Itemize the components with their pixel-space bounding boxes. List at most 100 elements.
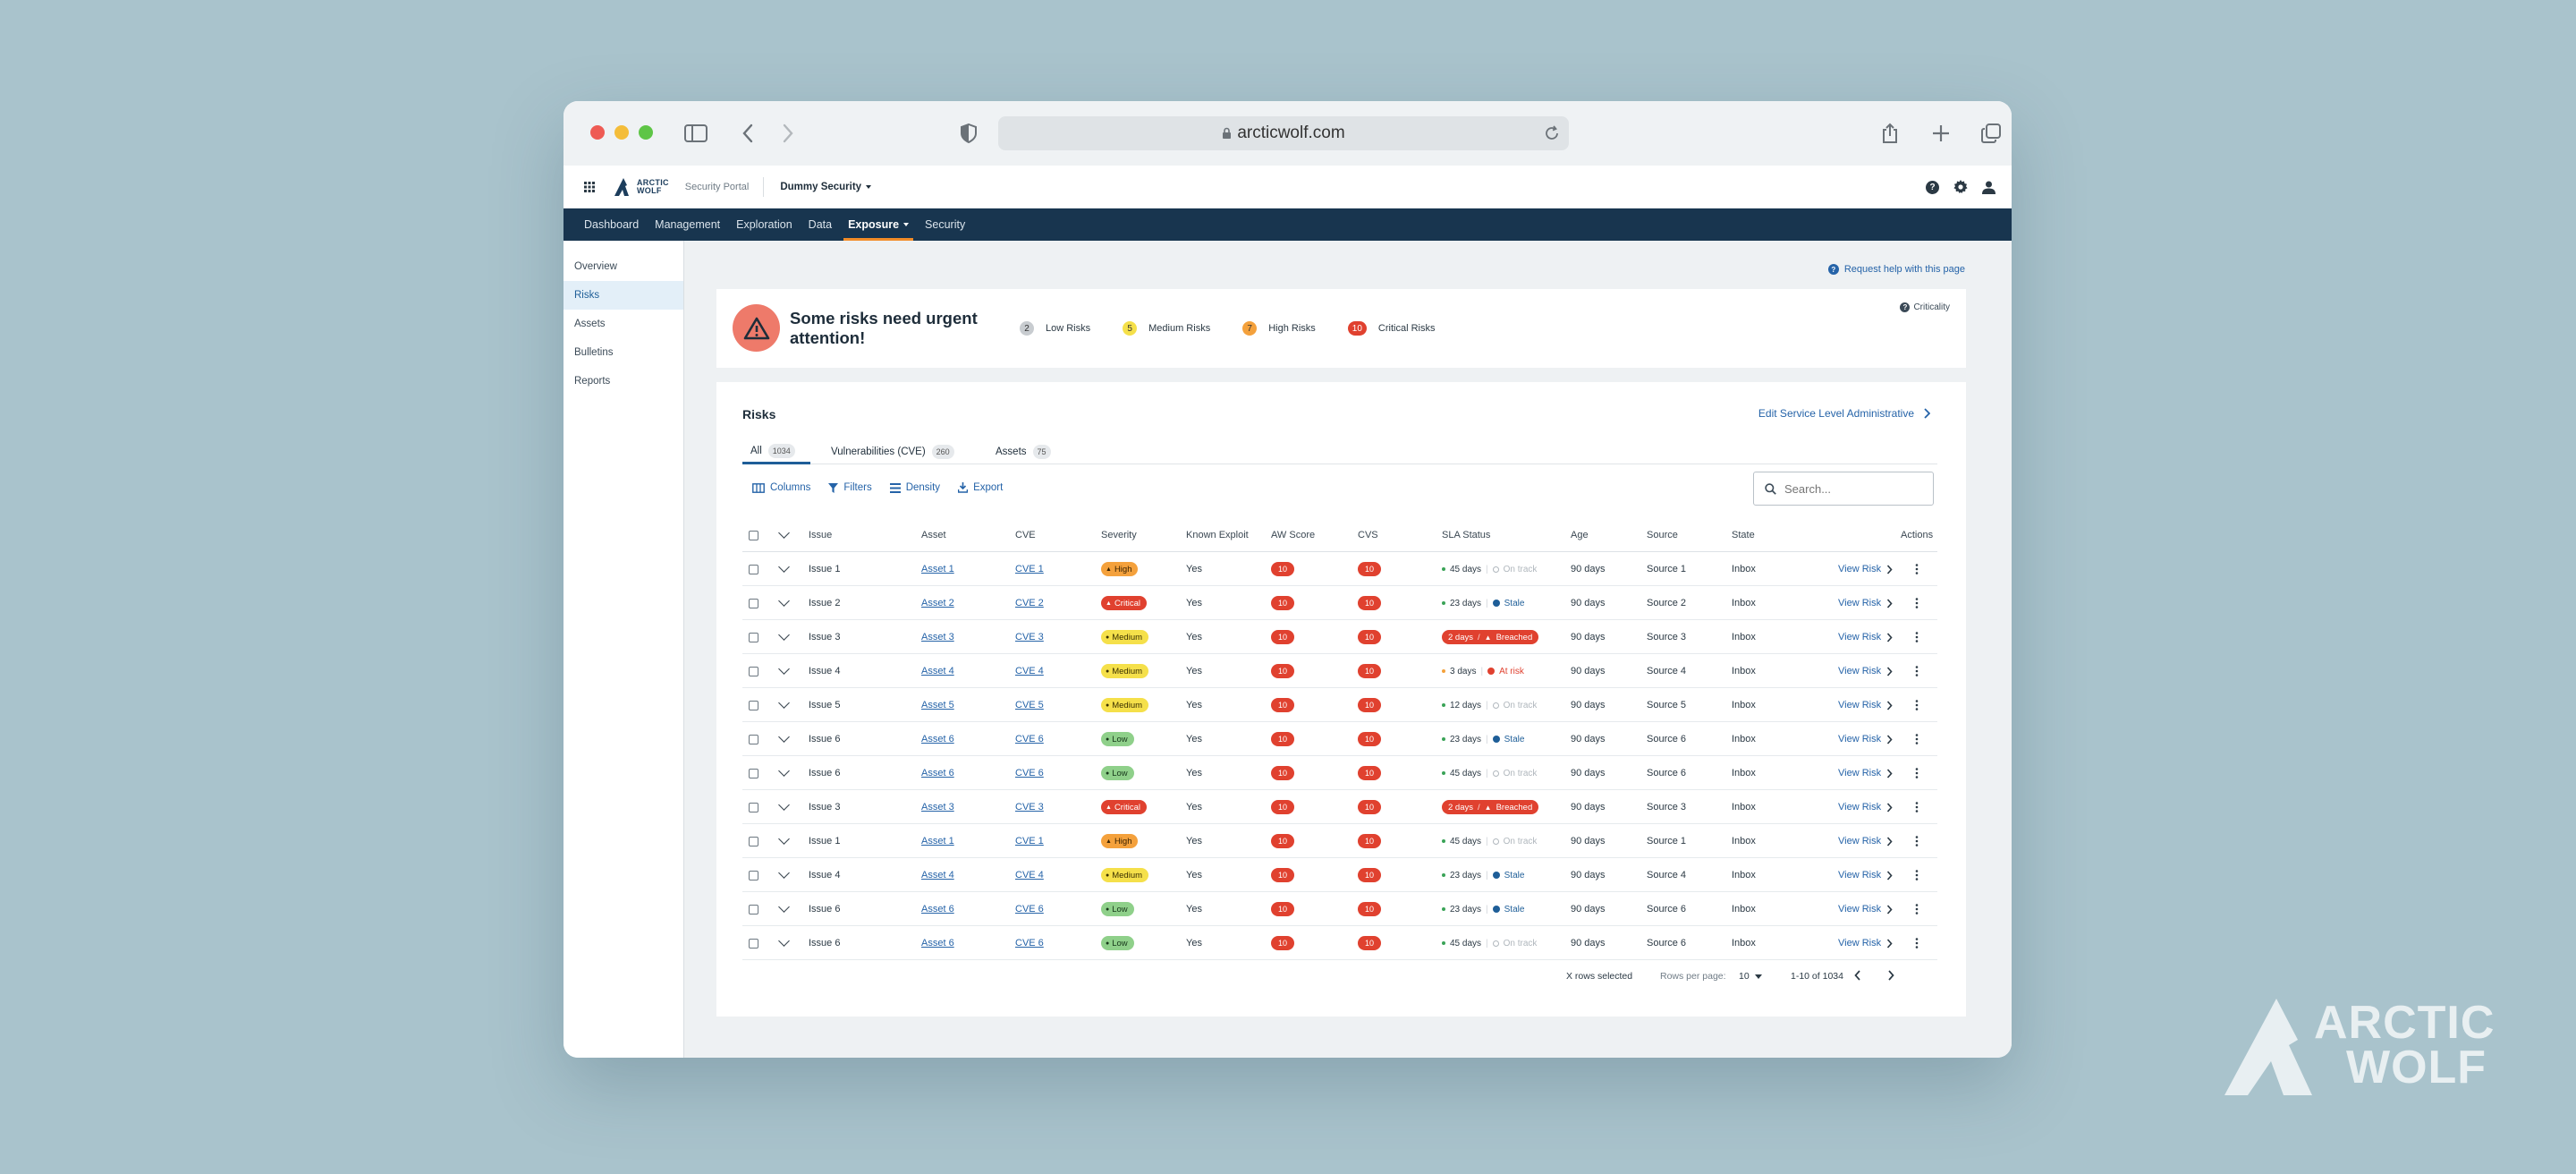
cve-link[interactable]: CVE 5	[1015, 700, 1044, 710]
cve-link[interactable]: CVE 3	[1015, 632, 1044, 642]
asset-link[interactable]: Asset 6	[921, 768, 954, 778]
density-button[interactable]: Density	[889, 482, 940, 493]
tab-assets[interactable]: Assets 75	[996, 439, 1051, 464]
select-all-checkbox[interactable]	[749, 518, 758, 552]
column-header-source[interactable]: Source	[1647, 530, 1678, 540]
nav-dashboard[interactable]: Dashboard	[584, 218, 640, 231]
filters-button[interactable]: Filters	[828, 482, 872, 493]
row-checkbox[interactable]	[749, 722, 758, 756]
minimize-window-button[interactable]	[614, 125, 629, 140]
row-menu-button[interactable]	[1915, 654, 1919, 688]
column-header-known-exploit[interactable]: Known Exploit	[1186, 530, 1249, 540]
view-risk-link[interactable]: View Risk	[1838, 926, 1893, 960]
row-menu-button[interactable]	[1915, 892, 1919, 926]
row-expand-toggle[interactable]	[778, 858, 790, 892]
cve-link[interactable]: CVE 6	[1015, 768, 1044, 778]
settings-gear-icon[interactable]	[1953, 180, 1968, 194]
new-tab-icon[interactable]	[1927, 119, 1955, 148]
sidebar-item-bulletins[interactable]: Bulletins	[574, 347, 614, 358]
nav-data[interactable]: Data	[808, 218, 833, 231]
cve-link[interactable]: CVE 4	[1015, 870, 1044, 880]
view-risk-link[interactable]: View Risk	[1838, 790, 1893, 824]
asset-link[interactable]: Asset 1	[921, 564, 954, 574]
row-menu-button[interactable]	[1915, 824, 1919, 858]
column-header-cvs[interactable]: CVS	[1358, 530, 1378, 540]
asset-link[interactable]: Asset 2	[921, 598, 954, 608]
view-risk-link[interactable]: View Risk	[1838, 756, 1893, 790]
row-expand-toggle[interactable]	[778, 620, 790, 654]
share-icon[interactable]	[1876, 119, 1904, 148]
view-risk-link[interactable]: View Risk	[1838, 858, 1893, 892]
sidebar-item-reports[interactable]: Reports	[574, 376, 611, 387]
view-risk-link[interactable]: View Risk	[1838, 552, 1893, 586]
tab-vulnerabilities[interactable]: Vulnerabilities (CVE) 260	[831, 439, 954, 464]
criticality-help[interactable]: ? Criticality	[1900, 302, 1950, 312]
row-checkbox[interactable]	[749, 552, 758, 586]
row-expand-toggle[interactable]	[778, 586, 790, 620]
row-expand-toggle[interactable]	[778, 824, 790, 858]
sidebar-toggle-icon[interactable]	[682, 119, 710, 148]
expand-all-toggle[interactable]	[778, 518, 790, 552]
tabs-overview-icon[interactable]	[1977, 119, 2005, 148]
view-risk-link[interactable]: View Risk	[1838, 620, 1893, 654]
table-row[interactable]: Issue 3 Asset 3 CVE 3 ● Medium Yes 10 10 2 days /…	[742, 620, 1937, 654]
cve-link[interactable]: CVE 3	[1015, 802, 1044, 812]
column-header-age[interactable]: Age	[1571, 530, 1589, 540]
asset-link[interactable]: Asset 6	[921, 734, 954, 744]
view-risk-link[interactable]: View Risk	[1838, 586, 1893, 620]
cve-link[interactable]: CVE 1	[1015, 836, 1044, 846]
row-checkbox[interactable]	[749, 756, 758, 790]
column-header-state[interactable]: State	[1732, 530, 1755, 540]
column-header-issue[interactable]: Issue	[809, 530, 833, 540]
cve-link[interactable]: CVE 4	[1015, 666, 1044, 676]
view-risk-link[interactable]: View Risk	[1838, 824, 1893, 858]
row-expand-toggle[interactable]	[778, 926, 790, 960]
cve-link[interactable]: CVE 6	[1015, 734, 1044, 744]
row-menu-button[interactable]	[1915, 722, 1919, 756]
table-row[interactable]: Issue 2 Asset 2 CVE 2 ▲ Critical Yes 10 10 23 da…	[742, 586, 1937, 620]
org-selector[interactable]: Dummy Security	[780, 182, 872, 192]
table-row[interactable]: Issue 1 Asset 1 CVE 1 ▲ High Yes 10 10 45 days | O…	[742, 824, 1937, 858]
column-header-severity[interactable]: Severity	[1101, 530, 1137, 540]
table-row[interactable]: Issue 6 Asset 6 CVE 6 ● Low Yes 10 10 45 days | On…	[742, 926, 1937, 960]
nav-security[interactable]: Security	[925, 218, 966, 231]
asset-link[interactable]: Asset 3	[921, 802, 954, 812]
row-checkbox[interactable]	[749, 620, 758, 654]
row-menu-button[interactable]	[1915, 586, 1919, 620]
apps-grid-icon[interactable]	[584, 181, 595, 192]
row-expand-toggle[interactable]	[778, 654, 790, 688]
sidebar-item-risks[interactable]: Risks	[564, 281, 683, 310]
asset-link[interactable]: Asset 6	[921, 904, 954, 915]
table-row[interactable]: Issue 5 Asset 5 CVE 5 ● Medium Yes 10 10 12 days…	[742, 688, 1937, 722]
user-profile-icon[interactable]	[1982, 181, 1996, 194]
row-expand-toggle[interactable]	[778, 552, 790, 586]
row-checkbox[interactable]	[749, 654, 758, 688]
nav-exploration[interactable]: Exploration	[736, 218, 792, 231]
view-risk-link[interactable]: View Risk	[1838, 688, 1893, 722]
row-checkbox[interactable]	[749, 858, 758, 892]
view-risk-link[interactable]: View Risk	[1838, 722, 1893, 756]
column-header-asset[interactable]: Asset	[921, 530, 946, 540]
asset-link[interactable]: Asset 6	[921, 938, 954, 949]
cve-link[interactable]: CVE 6	[1015, 938, 1044, 949]
cve-link[interactable]: CVE 6	[1015, 904, 1044, 915]
row-expand-toggle[interactable]	[778, 688, 790, 722]
row-expand-toggle[interactable]	[778, 756, 790, 790]
asset-link[interactable]: Asset 4	[921, 870, 954, 880]
search-box[interactable]	[1753, 472, 1934, 506]
asset-link[interactable]: Asset 3	[921, 632, 954, 642]
row-expand-toggle[interactable]	[778, 790, 790, 824]
table-row[interactable]: Issue 3 Asset 3 CVE 3 ▲ Critical Yes 10 10 2 day…	[742, 790, 1937, 824]
table-row[interactable]: Issue 6 Asset 6 CVE 6 ● Low Yes 10 10 45 days | On…	[742, 756, 1937, 790]
nav-management[interactable]: Management	[655, 218, 721, 231]
cve-link[interactable]: CVE 1	[1015, 564, 1044, 574]
close-window-button[interactable]	[590, 125, 605, 140]
column-header-cve[interactable]: CVE	[1015, 530, 1036, 540]
column-header-aw-score[interactable]: AW Score	[1271, 530, 1316, 540]
cve-link[interactable]: CVE 2	[1015, 598, 1044, 608]
next-page-button[interactable]	[1887, 970, 1894, 981]
table-row[interactable]: Issue 4 Asset 4 CVE 4 ● Medium Yes 10 10 3 days |…	[742, 654, 1937, 688]
columns-button[interactable]: Columns	[752, 482, 810, 493]
export-button[interactable]: Export	[958, 482, 1003, 493]
sidebar-item-assets[interactable]: Assets	[574, 319, 606, 329]
